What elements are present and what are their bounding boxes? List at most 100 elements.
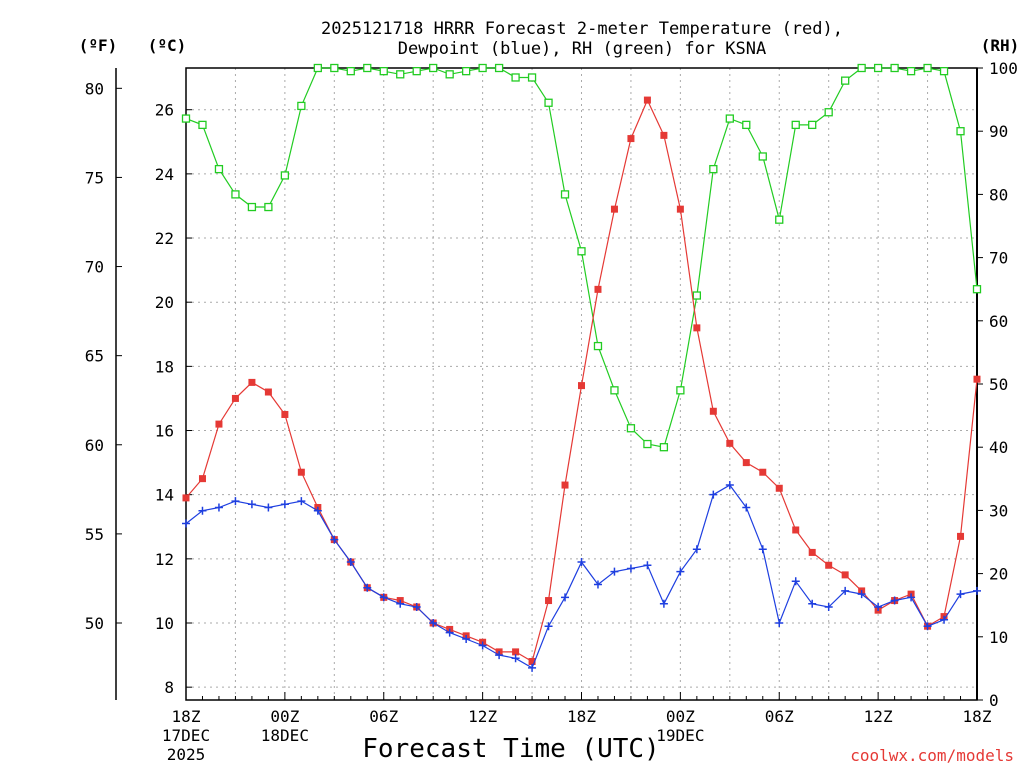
rh-point	[725, 114, 734, 123]
dewpoint-point	[429, 619, 438, 628]
rh-point	[478, 63, 487, 73]
dewpoint-point	[610, 567, 619, 576]
celsius-tick-label: 22	[155, 229, 174, 248]
dewpoint-point	[280, 500, 289, 509]
rh-point	[742, 120, 751, 130]
rh-point	[610, 386, 619, 395]
rh-point	[527, 73, 537, 82]
fahrenheit-tick-label: 70	[85, 258, 104, 277]
rh-point	[280, 171, 290, 180]
dewpoint-point	[346, 558, 355, 567]
celsius-tick-label: 24	[155, 165, 174, 184]
rh-tick-label: 90	[989, 122, 1008, 141]
dewpoint-point	[544, 622, 553, 631]
rh-point	[709, 164, 718, 174]
temperature-point	[610, 205, 618, 213]
rh-point	[264, 202, 273, 212]
temperature-point	[709, 407, 717, 415]
rh-point	[511, 73, 520, 82]
dewpoint-point	[412, 602, 421, 611]
dewpoint-point	[890, 596, 899, 605]
dewpoint-point	[511, 654, 520, 663]
dewpoint-point	[659, 599, 668, 608]
rh-tick-label: 20	[989, 565, 1008, 584]
dewpoint-point	[725, 481, 734, 490]
rh-tick-label: 70	[989, 249, 1008, 268]
dewpoint-point	[577, 558, 586, 567]
rh-point	[231, 190, 240, 199]
fahrenheit-tick-label: 80	[85, 79, 104, 98]
dewpoint-point	[923, 622, 932, 631]
dewpoint-point	[198, 506, 207, 515]
x-tick-date-label: 18DEC	[261, 726, 309, 745]
dewpoint-point	[692, 545, 701, 554]
rh-point	[560, 190, 570, 199]
dewpoint-point	[758, 545, 767, 554]
rh-point	[247, 202, 257, 212]
rh-point	[396, 70, 405, 79]
dewpoint-series	[182, 481, 981, 672]
temperature-point	[297, 468, 305, 476]
rh-tick-label: 100	[989, 59, 1018, 78]
dewpoint-point	[214, 503, 223, 512]
x-tick-year-label: 2025	[167, 745, 206, 764]
celsius-tick-label: 18	[155, 357, 174, 376]
rh-line	[185, 67, 978, 448]
dewpoint-point	[297, 497, 306, 506]
rh-point	[972, 285, 982, 294]
rh-point	[873, 63, 883, 73]
celsius-tick-label: 16	[155, 422, 174, 441]
rh-point	[956, 127, 965, 136]
dewpoint-point	[330, 535, 339, 544]
dewpoint-point	[791, 577, 800, 586]
rh-point	[659, 443, 669, 452]
temperature-point	[248, 378, 256, 386]
rh-point	[412, 67, 421, 76]
rh-tick-label: 40	[989, 438, 1008, 457]
rh-point	[593, 341, 603, 351]
temperature-point	[792, 526, 800, 534]
x-tick-label: 18Z	[567, 707, 596, 726]
rh-point	[363, 63, 372, 73]
rh-tick-label: 30	[989, 501, 1008, 520]
dewpoint-point	[874, 602, 883, 611]
temperature-point	[545, 597, 553, 605]
dewpoint-point	[396, 599, 405, 608]
temperature-point	[215, 420, 223, 428]
rh-tick-label: 80	[989, 185, 1008, 204]
temperature-point	[198, 475, 206, 483]
temperature-point	[182, 494, 190, 502]
temperature-point	[643, 96, 651, 104]
x-tick-date-label: 19DEC	[656, 726, 704, 745]
temperature-point	[973, 375, 981, 383]
dewpoint-point	[462, 635, 471, 644]
chart-title-line-1: 2025121718 HRRR Forecast 2-meter Tempera…	[321, 19, 843, 39]
rh-tick-label: 10	[989, 628, 1008, 647]
dewpoint-point	[742, 503, 751, 512]
rh-point	[346, 67, 355, 76]
rh-point	[841, 76, 850, 85]
dewpoint-point	[478, 641, 487, 650]
temperature-point	[660, 131, 668, 139]
dewpoint-point	[445, 628, 454, 637]
rh-point	[626, 424, 636, 433]
dewpoint-point	[561, 593, 570, 602]
x-axis-label: Forecast Time (UTC)	[362, 734, 659, 764]
rh-unit-label: (RH)	[981, 36, 1020, 55]
dewpoint-point	[182, 519, 190, 528]
dewpoint-point	[528, 663, 537, 672]
rh-point	[461, 67, 471, 76]
x-tick-date-label: 17DEC	[162, 726, 210, 745]
dewpoint-point	[643, 561, 652, 570]
fahrenheit-tick-label: 65	[85, 347, 104, 366]
x-tick-label: 12Z	[468, 707, 497, 726]
dewpoint-point	[247, 500, 256, 509]
dewpoint-point	[363, 583, 372, 592]
rh-point	[330, 63, 339, 73]
rh-point	[791, 120, 800, 130]
rh-point	[445, 70, 454, 79]
dewpoint-point	[808, 599, 817, 608]
rh-point	[577, 247, 586, 256]
dewpoint-point	[231, 497, 240, 506]
